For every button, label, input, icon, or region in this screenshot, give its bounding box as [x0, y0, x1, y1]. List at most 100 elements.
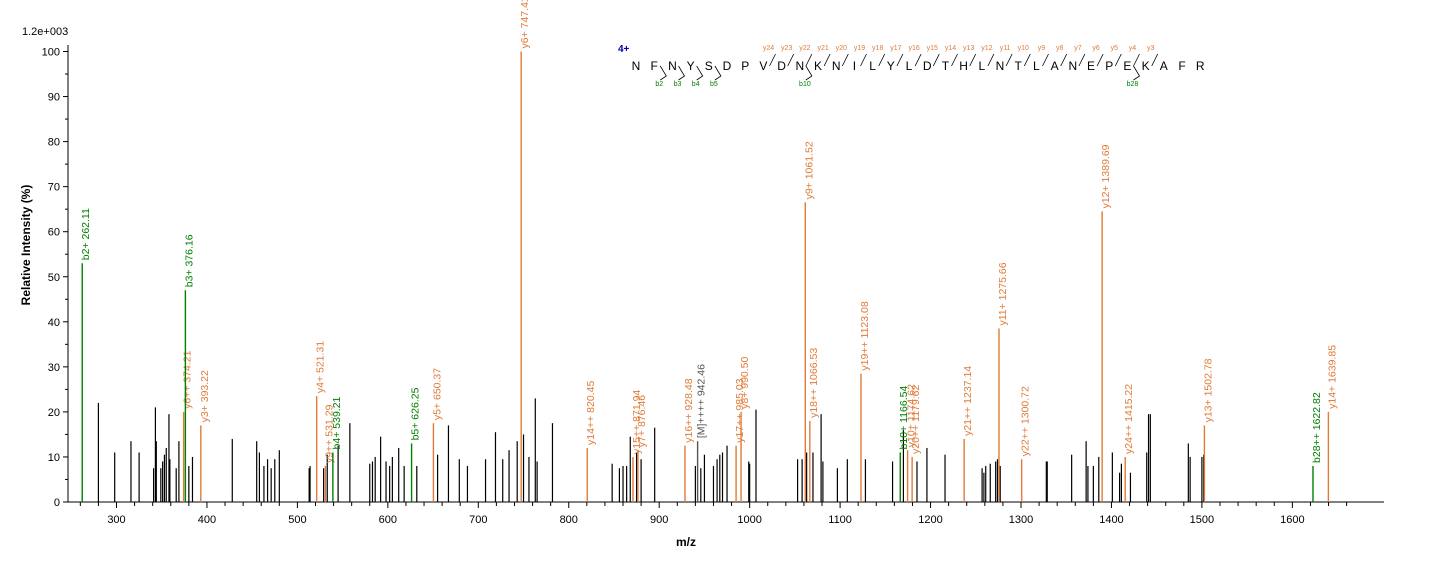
peak-label: y17++ 985.03	[734, 378, 746, 442]
x-tick-label: 1200	[918, 514, 942, 526]
y-cleavage-mark	[878, 53, 886, 67]
y-fragment-label: y22	[799, 45, 810, 52]
y-cleavage-mark	[1042, 53, 1049, 67]
y-fragment-label: y19	[854, 45, 865, 52]
y-tick-label: 100	[42, 47, 60, 59]
y-tick-label: 40	[48, 317, 60, 329]
peak-label: b4+ 539.21	[331, 396, 343, 449]
x-tick-label: 900	[650, 514, 668, 526]
peak-label: y9++ 531.29	[323, 404, 335, 463]
sequence-residue: D	[923, 59, 932, 73]
peak-label: y22++ 1300.72	[1020, 386, 1032, 456]
y-tick-label: 90	[48, 92, 60, 104]
sequence-residue: A	[1160, 59, 1168, 73]
x-tick-label: 1300	[1009, 514, 1033, 526]
sequence-residue: N	[1068, 59, 1077, 73]
peak-label: y19++ 1123.08	[859, 301, 871, 370]
y-tick-label: 0	[54, 497, 60, 509]
peak-label: y14+ 1639.85	[1326, 345, 1338, 409]
sequence-residue: L	[1033, 59, 1040, 73]
peak-label: y7+ 876.46	[636, 395, 648, 447]
b-cleavage-mark	[678, 65, 686, 81]
y-tick-label: 70	[48, 182, 60, 194]
y-fragment-label: y4	[1129, 45, 1137, 52]
y-fragment-label: y9	[1038, 45, 1046, 52]
peak-label: y10+ 1174.62	[906, 384, 918, 447]
y-fragment-label: y21	[817, 45, 828, 52]
x-axis-title: m/z	[676, 535, 696, 549]
b-cleavage-mark	[1133, 65, 1141, 81]
x-tick-label: 500	[288, 514, 306, 526]
y-cleavage-mark	[1114, 53, 1122, 67]
y-fragment-label: y6	[1092, 45, 1100, 52]
sequence-residue: F	[1178, 59, 1185, 73]
y-tick-label: 30	[48, 362, 60, 374]
b-fragment-label: b28	[1127, 81, 1139, 88]
y-cleavage-mark	[860, 53, 867, 67]
x-tick-label: 1600	[1280, 514, 1304, 526]
sequence-residue: V	[759, 59, 767, 73]
b-fragment-label: b2	[655, 81, 663, 88]
sequence-residue: K	[1142, 59, 1150, 73]
peak-label: b10+ 1166.54	[898, 386, 910, 450]
b-fragment-label: b10	[799, 81, 811, 88]
sequence-residue: H	[959, 59, 968, 73]
y-cleavage-mark	[951, 53, 958, 67]
x-tick-label: 600	[379, 514, 397, 526]
y-cleavage-mark	[1005, 53, 1013, 67]
b-cleavage-mark	[659, 65, 667, 81]
y-cleavage-mark	[787, 53, 795, 67]
peak-label: b28++ 1622.82	[1311, 392, 1323, 463]
sequence-residue: N	[795, 59, 804, 73]
peak-label: y9+ 1061.52	[803, 141, 815, 199]
b-cleavage-mark	[696, 65, 704, 81]
peak-label: b2+ 262.11	[80, 208, 92, 260]
y-cleavage-mark	[1096, 53, 1104, 67]
y-cleavage-mark	[805, 53, 813, 67]
b-fragment-label: b5	[710, 81, 718, 88]
x-tick-label: 400	[198, 514, 216, 526]
sequence-residue: A	[1051, 59, 1059, 73]
sequence-residue: E	[1087, 59, 1095, 73]
y-fragment-label: y12	[981, 45, 992, 52]
sequence-residue: L	[978, 59, 985, 73]
x-tick-label: 1000	[737, 514, 761, 526]
charge-state: 4+	[618, 44, 630, 55]
y-cleavage-mark	[1060, 53, 1068, 67]
peak-label: y13+ 1502.78	[1202, 358, 1214, 422]
peak-label: y3+ 393.22	[199, 370, 211, 422]
sequence-residue: D	[777, 59, 786, 73]
peak-label: b5+ 626.25	[410, 387, 422, 440]
sequence-residue: T	[942, 59, 950, 73]
y-fragment-label: y11	[1000, 45, 1011, 52]
sequence-residue: N	[996, 59, 1005, 73]
peak-label: b3+ 376.16	[183, 234, 195, 287]
peak-label: y12+ 1389.69	[1100, 144, 1112, 208]
peak-label: y14++ 820.45	[585, 381, 597, 445]
b-fragment-label: b3	[674, 81, 682, 88]
y-cleavage-mark	[932, 53, 940, 67]
sequence-residue: T	[1015, 59, 1023, 73]
b-cleavage-mark	[714, 65, 722, 81]
y-fragment-label: y7	[1074, 45, 1082, 52]
y-fragment-label: y20	[836, 45, 847, 52]
sequence-residue: N	[832, 59, 841, 73]
y-tick-label: 80	[48, 137, 60, 149]
sequence-residue: F	[651, 59, 658, 73]
sequence-residue: D	[723, 59, 732, 73]
sequence-residue: S	[705, 59, 713, 73]
peak-label: y5+ 650.37	[431, 368, 443, 420]
y-fragment-label: y18	[872, 45, 883, 52]
y-fragment-label: y13	[963, 45, 974, 52]
peak-label: [M]++++ 942.46	[696, 364, 708, 438]
peak-label: y20++ 1179.62	[910, 385, 922, 454]
y-fragment-label: y8	[1056, 45, 1064, 52]
max-intensity-label: 1.2e+003	[22, 26, 68, 38]
peak-label: y18++ 1066.53	[808, 348, 820, 418]
y-cleavage-mark	[823, 53, 831, 67]
x-tick-label: 1400	[1099, 514, 1123, 526]
y-fragment-label: y23	[781, 45, 792, 52]
y-cleavage-mark	[896, 53, 904, 67]
sequence-residue: L	[869, 59, 876, 73]
